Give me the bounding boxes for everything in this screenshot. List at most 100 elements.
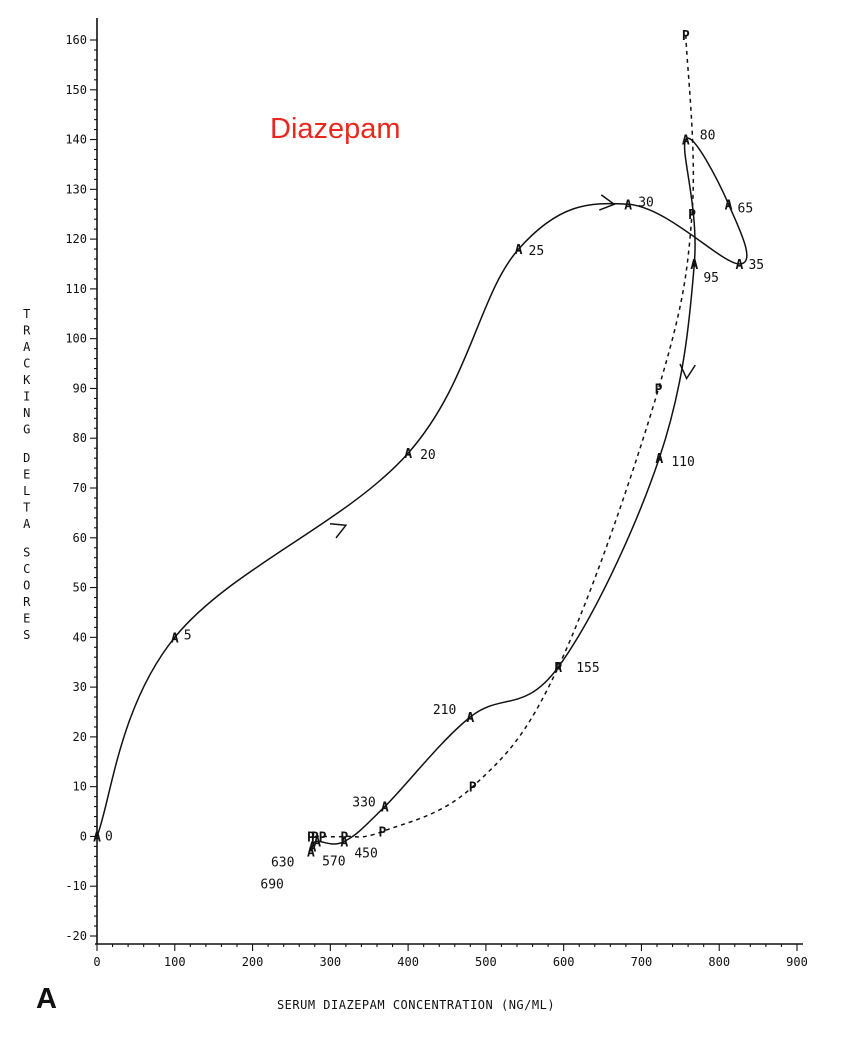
y-tick-label: 60	[73, 531, 87, 545]
y-tick-label: 140	[65, 133, 87, 147]
y-axis-title-letter: T	[23, 501, 31, 515]
point-label: 35	[748, 258, 764, 273]
marker-P: P	[655, 382, 663, 397]
point-label: 210	[433, 703, 456, 718]
y-axis-title-letter: K	[23, 373, 31, 387]
x-tick-label: 100	[164, 955, 186, 969]
x-tick-label: 800	[708, 955, 730, 969]
y-tick-label: 110	[65, 282, 87, 296]
marker-A: A	[736, 258, 744, 273]
y-tick-label: 90	[73, 381, 87, 395]
point-label: 20	[420, 448, 436, 463]
marker-P: P	[311, 830, 319, 845]
x-tick-label: 200	[242, 955, 264, 969]
direction-arrow	[329, 523, 348, 539]
y-tick-label: 150	[65, 83, 87, 97]
marker-P: P	[682, 29, 690, 44]
point-label: 155	[576, 661, 599, 676]
y-tick-label: 130	[65, 182, 87, 196]
point-label: 65	[738, 201, 754, 216]
point-label: 630	[271, 855, 294, 870]
y-tick-label: 30	[73, 680, 87, 694]
x-tick-label: 400	[397, 955, 419, 969]
point-label: 5	[184, 628, 192, 643]
axes: -20-100102030405060708090100110120130140…	[65, 18, 808, 969]
marker-A: A	[655, 452, 663, 467]
marker-P: P	[554, 661, 562, 676]
y-tick-label: 70	[73, 481, 87, 495]
y-axis-title-letter: R	[23, 324, 31, 338]
series-line-A	[96, 137, 748, 852]
x-tick-label: 900	[786, 955, 808, 969]
y-tick-label: 0	[80, 829, 87, 843]
y-axis-title-letter: N	[23, 406, 31, 420]
marker-A: A	[381, 801, 389, 816]
marker-A: A	[624, 198, 632, 213]
point-label: 0	[105, 829, 113, 844]
y-axis-title-letter: L	[23, 484, 31, 498]
y-tick-label: 100	[65, 332, 87, 346]
y-tick-label: 120	[65, 232, 87, 246]
y-tick-label: 40	[73, 630, 87, 644]
marker-A: A	[93, 830, 101, 845]
marker-P: P	[688, 208, 696, 223]
marker-A: A	[690, 258, 698, 273]
x-tick-label: 600	[553, 955, 575, 969]
y-tick-label: 160	[65, 33, 87, 47]
y-axis-title-letter: A	[23, 517, 31, 531]
chart-annotation: Diazepam	[270, 113, 401, 145]
point-label: 80	[700, 129, 716, 144]
marker-P: P	[340, 830, 348, 845]
y-tick-label: -10	[65, 879, 87, 893]
series-line-P	[310, 34, 695, 838]
y-tick-label: 80	[73, 431, 87, 445]
point-label: 690	[260, 877, 283, 892]
y-ticks: -20 -10 0 10 20 30 40 50 60 70 80 90 100 110 120 130 140…	[65, 33, 97, 943]
marker-A: A	[309, 840, 317, 855]
y-axis-title-letter: T	[23, 307, 31, 321]
marker-A: A	[307, 845, 315, 860]
y-axis-title-letter: A	[23, 340, 31, 354]
y-tick-label: 10	[73, 780, 87, 794]
y-axis-title-letter: S	[23, 546, 31, 560]
y-axis-title-letter: E	[23, 468, 31, 482]
direction-arrow	[599, 194, 616, 211]
marker-A: A	[554, 661, 562, 676]
marker-A: A	[313, 835, 321, 850]
x-ticks: 0 100 200 300 400 500 600 700 800 900	[93, 944, 808, 969]
marker-A: A	[404, 447, 412, 462]
y-axis-title-letter: C	[23, 357, 31, 371]
direction-arrow	[679, 363, 696, 381]
point-label: 330	[352, 796, 375, 811]
panel-letter: A	[36, 983, 57, 1015]
y-axis-title-letter: C	[23, 562, 31, 576]
point-label: 110	[671, 455, 694, 470]
point-label: 25	[529, 244, 545, 259]
marker-P: P	[319, 830, 327, 845]
y-tick-label: -20	[65, 929, 87, 943]
point-label: 450	[354, 846, 377, 861]
marker-A: A	[340, 835, 348, 850]
x-axis-title: SERUM DIAZEPAM CONCENTRATION (NG/ML)	[277, 998, 555, 1012]
marker-A: A	[171, 631, 179, 646]
marker-A: A	[515, 243, 523, 258]
x-tick-label: 300	[319, 955, 341, 969]
y-axis-title-letter: R	[23, 595, 31, 609]
x-tick-label: 500	[475, 955, 497, 969]
marker-A: A	[466, 711, 474, 726]
x-tick-label: 0	[93, 955, 100, 969]
y-axis-title-letter: D	[23, 451, 31, 465]
y-tick-label: 50	[73, 581, 87, 595]
marker-A: A	[725, 198, 733, 213]
marker-A: A	[682, 134, 690, 149]
y-axis-title-letter: G	[23, 423, 31, 437]
series-lines	[96, 34, 748, 852]
marker-P: P	[307, 830, 315, 845]
point-labels: 0 5 20 25 30 35 65 80 95 110 155 210 330 450 570 630 690	[105, 129, 764, 893]
y-axis-title-letter: O	[23, 579, 31, 593]
point-label: 30	[638, 195, 654, 210]
point-label: 570	[322, 854, 345, 869]
y-axis-title-letter: S	[23, 628, 31, 642]
